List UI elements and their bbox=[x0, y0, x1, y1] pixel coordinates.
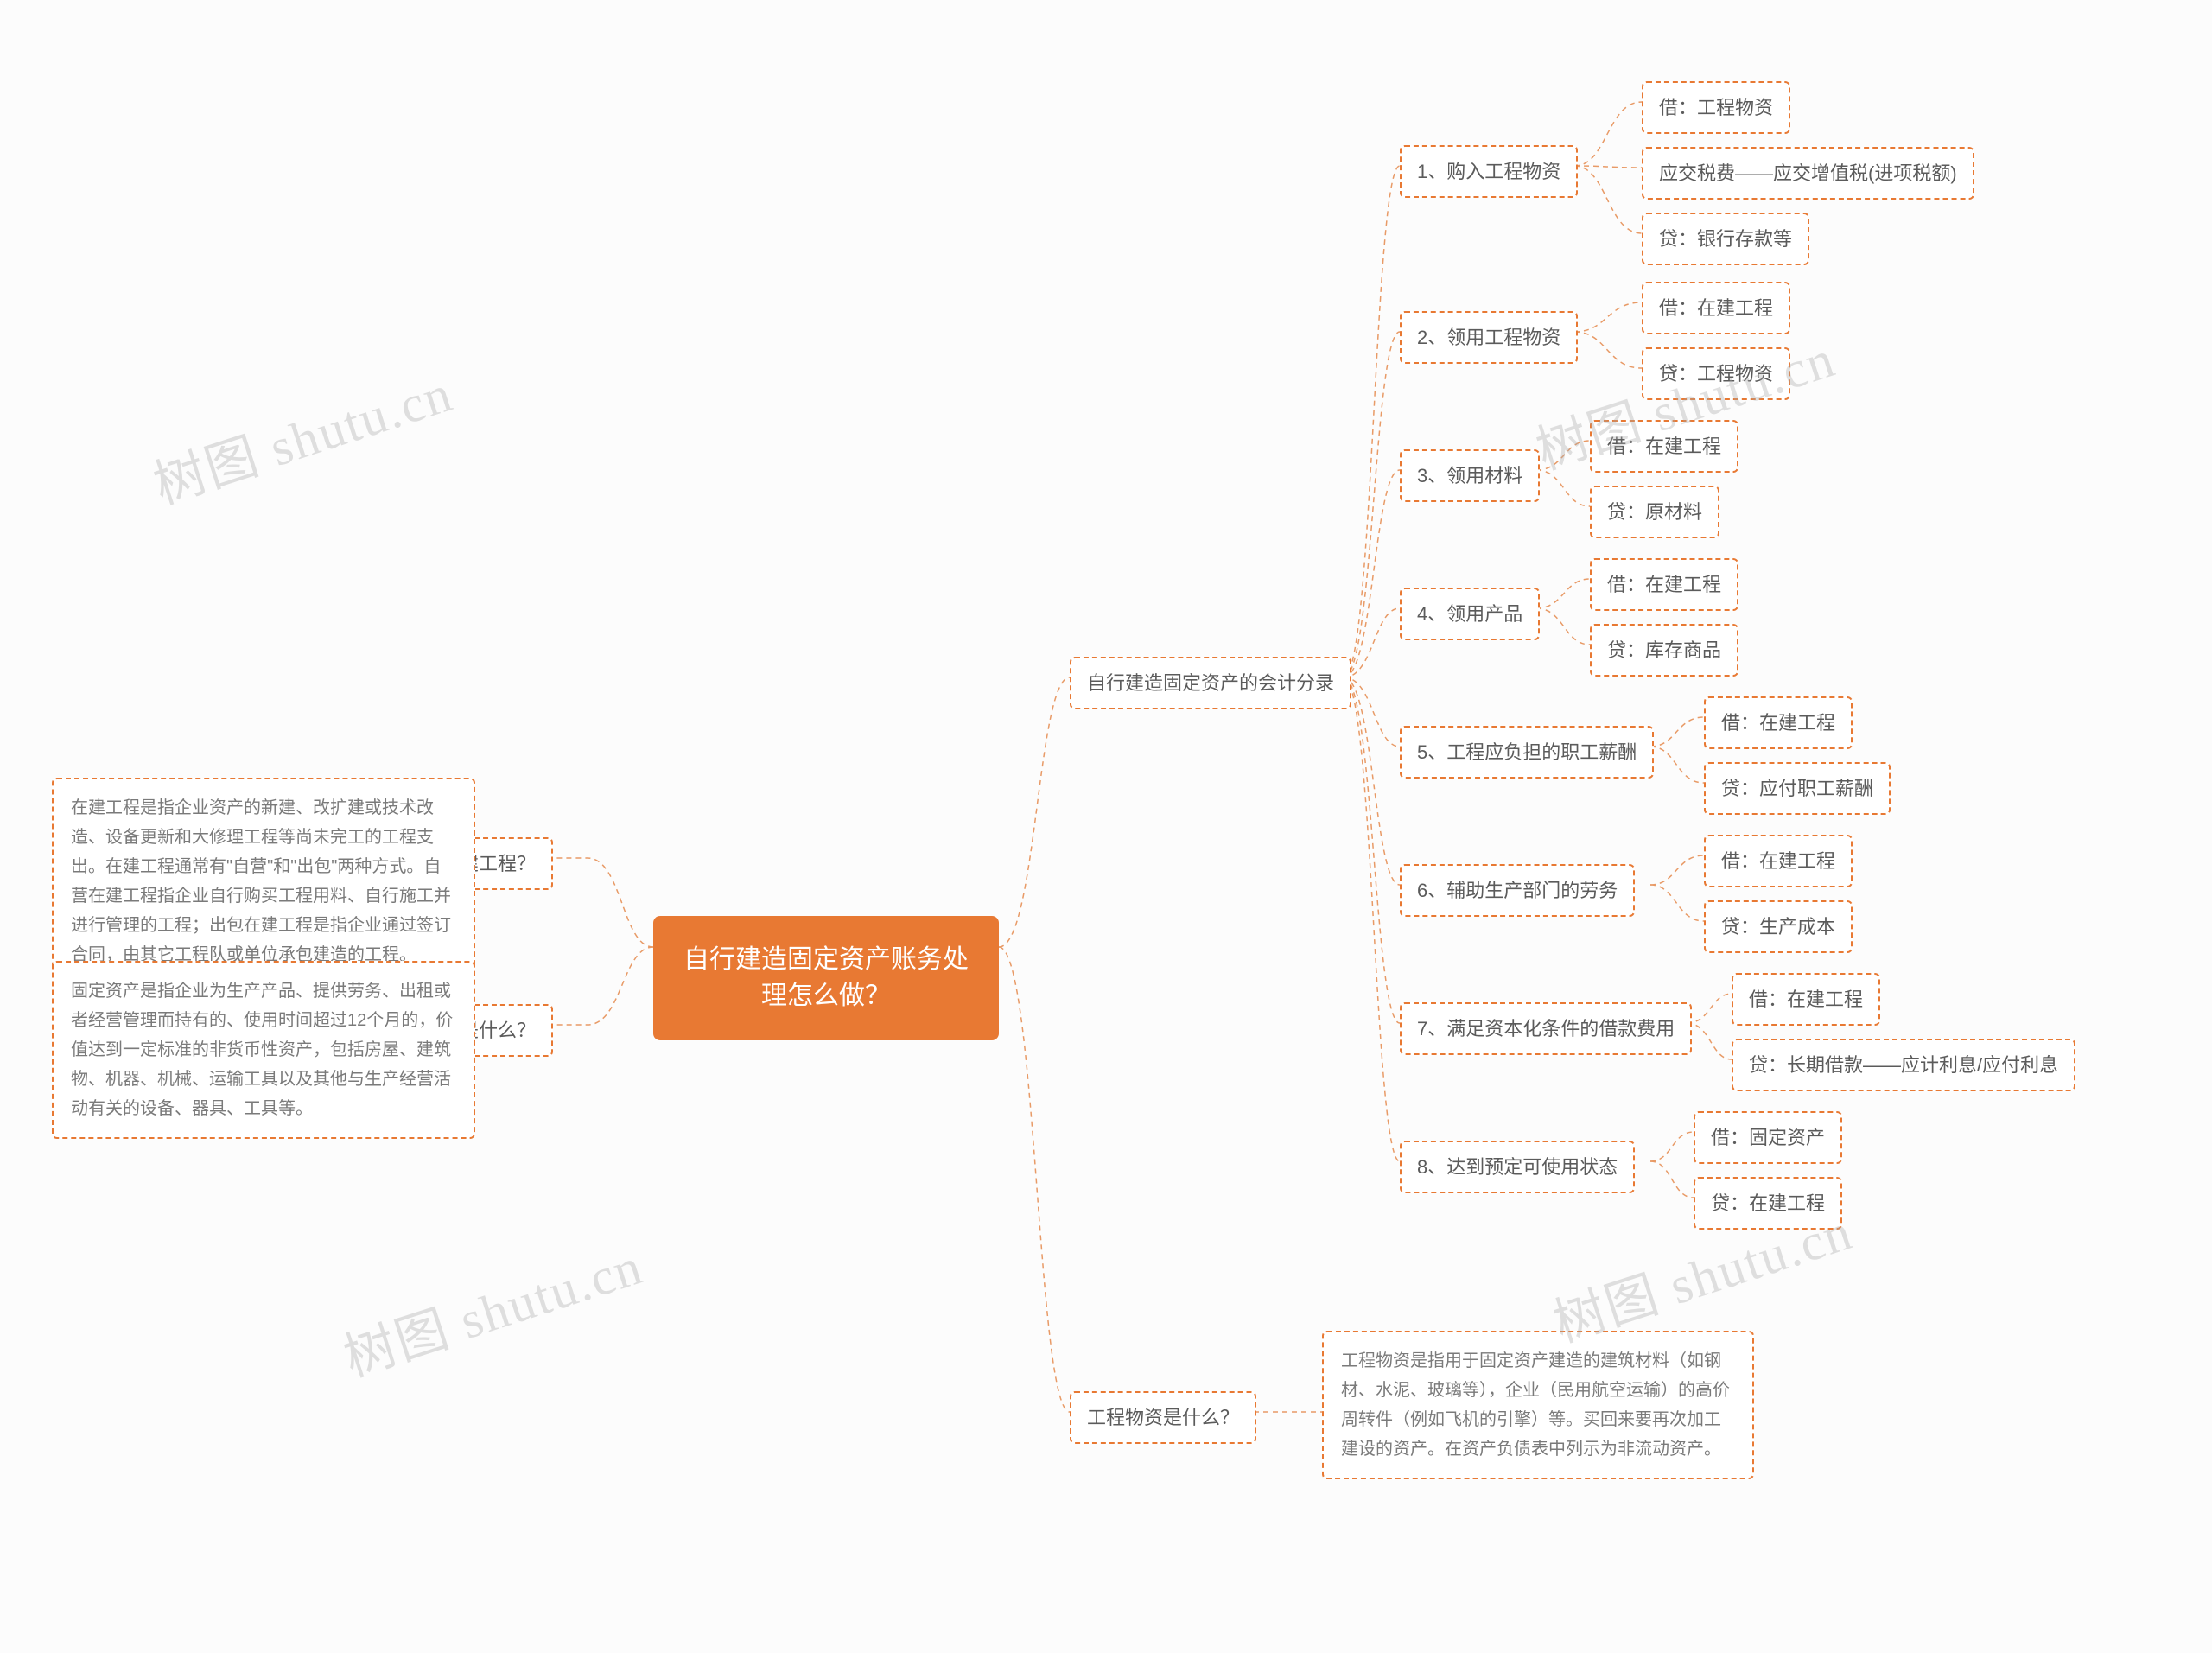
item-7: 7、满足资本化条件的借款费用 bbox=[1400, 1002, 1692, 1055]
watermark: 树图 shutu.cn bbox=[333, 1224, 651, 1392]
item-2-leaf-0: 借：在建工程 bbox=[1642, 282, 1790, 334]
item-3: 3、领用材料 bbox=[1400, 449, 1540, 502]
item-5: 5、工程应负担的职工薪酬 bbox=[1400, 726, 1654, 779]
right-branch2-desc: 工程物资是指用于固定资产建造的建筑材料（如钢材、水泥、玻璃等），企业（民用航空运… bbox=[1322, 1331, 1754, 1479]
item-3-leaf-1: 贷：原材料 bbox=[1590, 486, 1719, 538]
item-7-leaf-0: 借：在建工程 bbox=[1732, 973, 1880, 1026]
item-4-leaf-1: 贷：库存商品 bbox=[1590, 624, 1738, 677]
item-8-leaf-0: 借：固定资产 bbox=[1694, 1111, 1842, 1164]
item-1-leaf-0: 借：工程物资 bbox=[1642, 81, 1790, 134]
root-node: 自行建造固定资产账务处 理怎么做？ bbox=[653, 916, 999, 1040]
item-6-leaf-0: 借：在建工程 bbox=[1704, 835, 1853, 887]
item-5-leaf-0: 借：在建工程 bbox=[1704, 696, 1853, 749]
item-1-leaf-2: 贷：银行存款等 bbox=[1642, 213, 1809, 265]
item-8: 8、达到预定可使用状态 bbox=[1400, 1141, 1635, 1193]
item-6-leaf-1: 贷：生产成本 bbox=[1704, 900, 1853, 953]
item-6: 6、辅助生产部门的劳务 bbox=[1400, 864, 1635, 917]
item-7-leaf-1: 贷：长期借款——应计利息/应付利息 bbox=[1732, 1039, 2075, 1091]
right-branch1: 自行建造固定资产的会计分录 bbox=[1070, 657, 1351, 709]
item-5-leaf-1: 贷：应付职工薪酬 bbox=[1704, 762, 1891, 815]
right-branch2: 工程物资是什么？ bbox=[1070, 1391, 1256, 1444]
left-q1-desc: 在建工程是指企业资产的新建、改扩建或技术改造、设备更新和大修理工程等尚未完工的工… bbox=[52, 778, 475, 985]
item-2: 2、领用工程物资 bbox=[1400, 311, 1578, 364]
watermark: 树图 shutu.cn bbox=[143, 352, 461, 519]
left-q2-desc: 固定资产是指企业为生产产品、提供劳务、出租或者经营管理而持有的、使用时间超过12… bbox=[52, 961, 475, 1139]
root-line1: 自行建造固定资产账务处 bbox=[683, 945, 969, 974]
item-1-leaf-1: 应交税费——应交增值税(进项税额) bbox=[1642, 147, 1974, 200]
item-1: 1、购入工程物资 bbox=[1400, 145, 1578, 198]
item-4: 4、领用产品 bbox=[1400, 588, 1540, 640]
root-line2: 理怎么做？ bbox=[761, 982, 891, 1010]
item-4-leaf-0: 借：在建工程 bbox=[1590, 558, 1738, 611]
